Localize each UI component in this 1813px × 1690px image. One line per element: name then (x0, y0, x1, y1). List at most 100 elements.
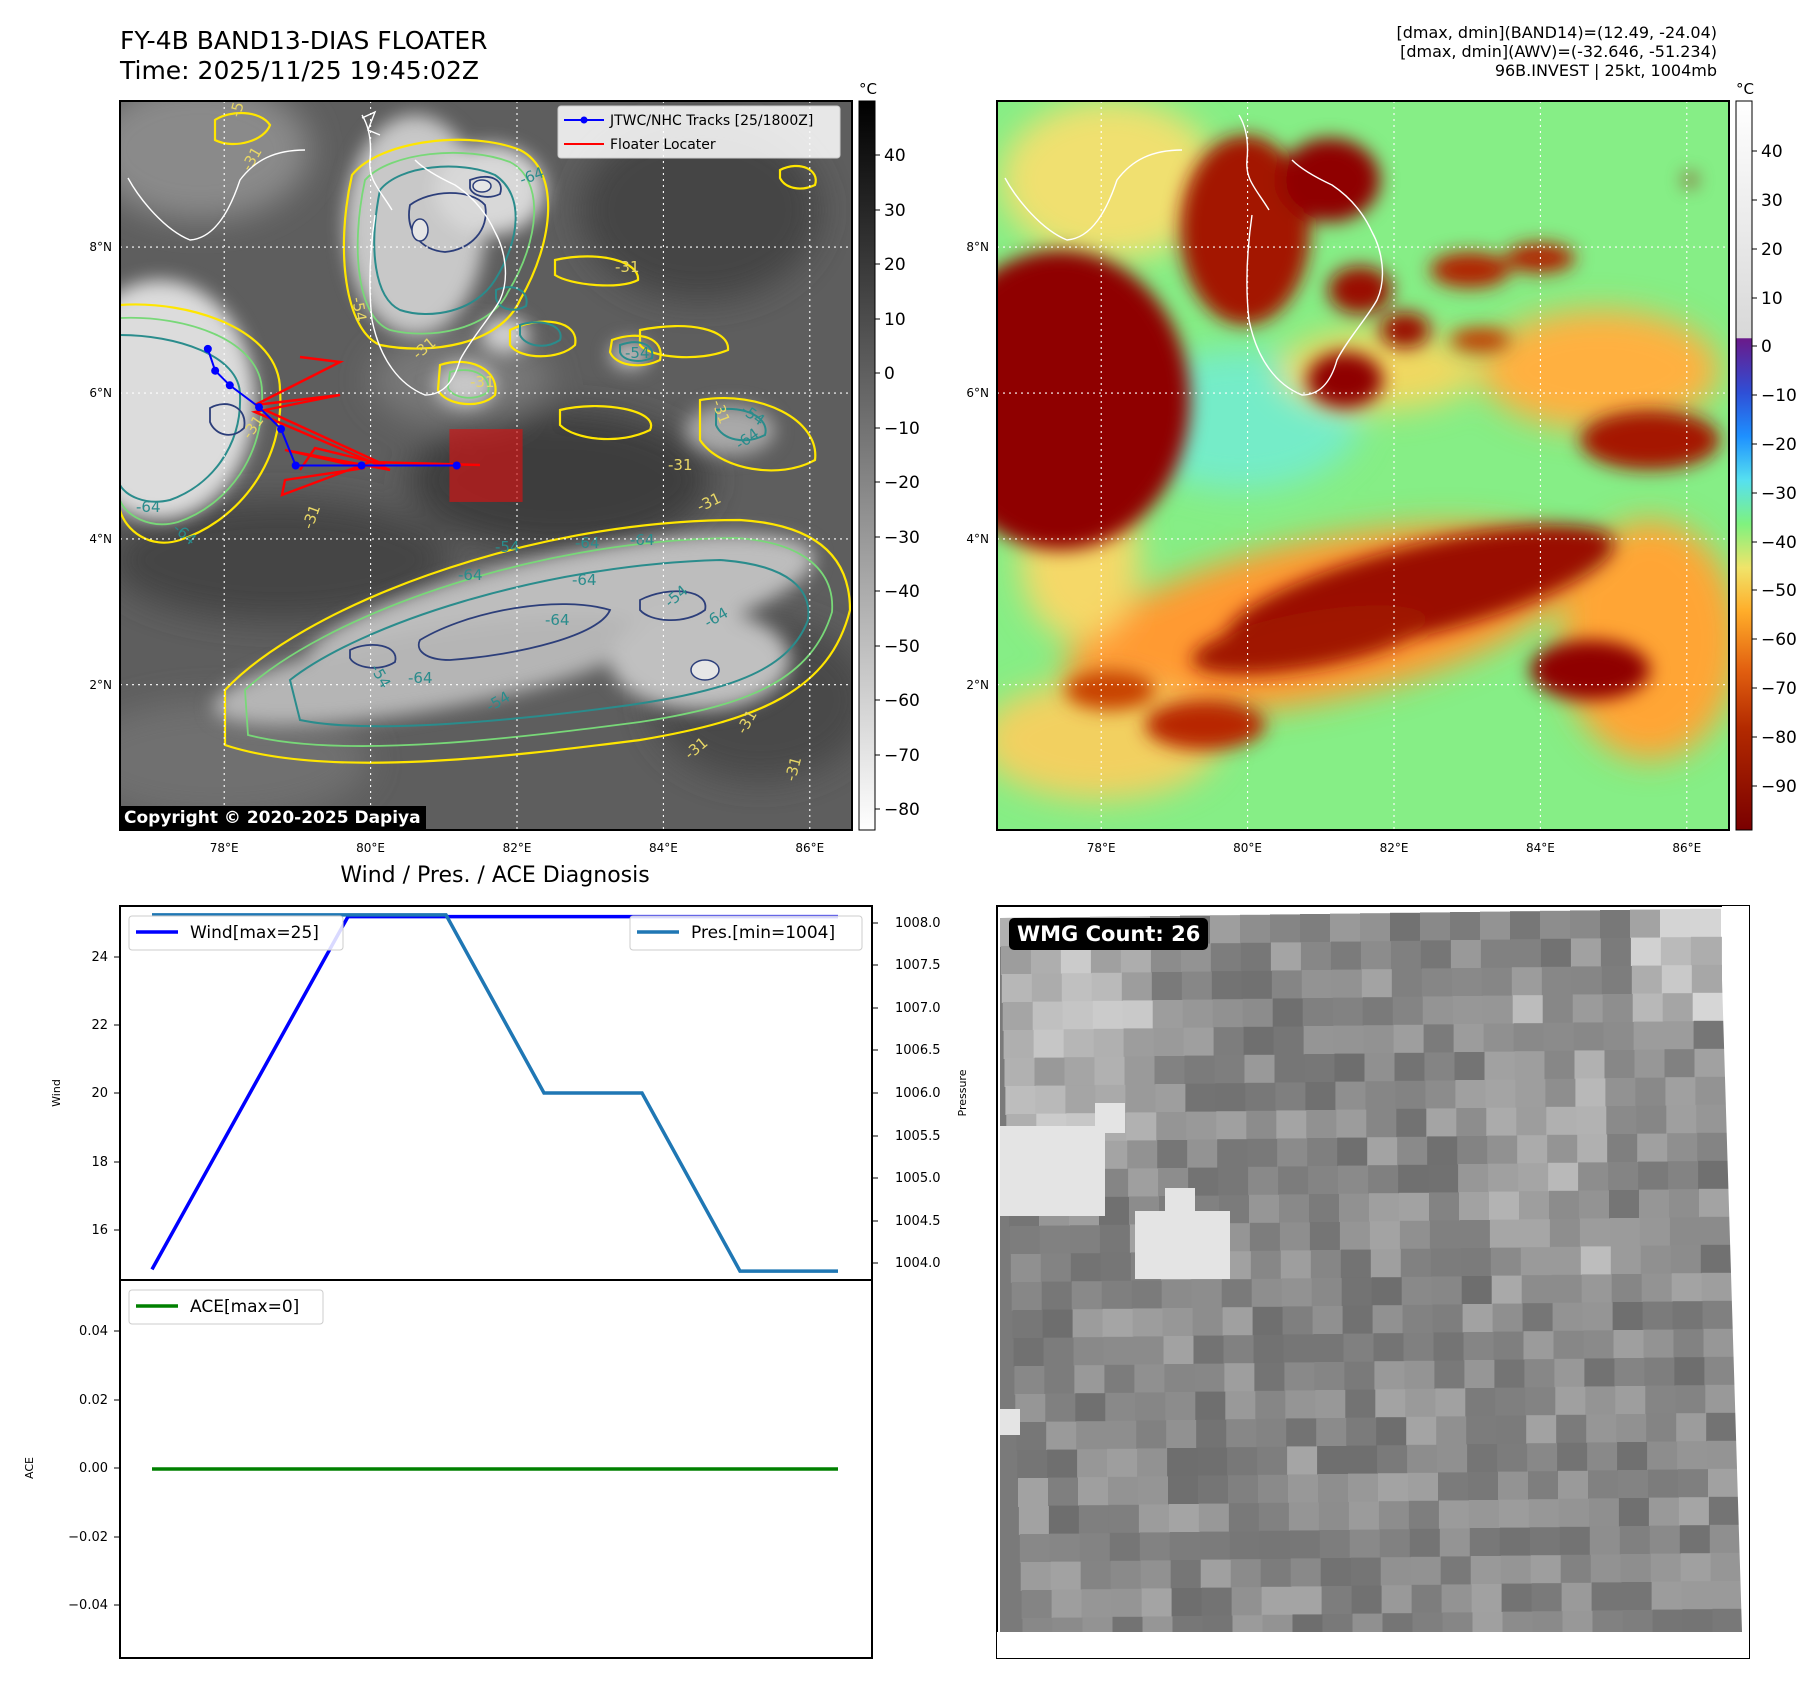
wmg-cell (1498, 1499, 1530, 1529)
wmg-cell (1403, 1332, 1435, 1362)
wmg-cell (1644, 1357, 1676, 1387)
wmg-cell (1466, 1416, 1498, 1445)
pressure-series-line (152, 913, 838, 1273)
wmg-cell (1669, 1189, 1700, 1219)
wmg-bright-cell (1000, 1409, 1020, 1435)
wmg-cell (1365, 1081, 1397, 1111)
wmg-cell (1645, 1385, 1677, 1415)
wmg-cell (1390, 912, 1421, 942)
wmg-cell (1470, 1556, 1502, 1585)
wmg-cell (1701, 1272, 1733, 1302)
floater-locater (250, 355, 523, 502)
wmg-cell (1289, 1530, 1321, 1560)
wmg-cell (1185, 1083, 1217, 1113)
wmg-cell (1465, 1388, 1497, 1417)
svg-text:-64: -64 (408, 669, 433, 687)
awv-cbar-tick: 40 (1761, 142, 1783, 162)
wmg-cell (1546, 1106, 1578, 1136)
wmg-cell (1165, 1392, 1197, 1421)
wmg-cell (1139, 1532, 1171, 1562)
wmg-cell (1017, 1450, 1049, 1479)
wmg-cell (1330, 941, 1362, 971)
band13-colorbar: °C 40 30 20 10 0 −10 −20 −30 −40 −50 (858, 80, 920, 831)
wmg-cell (1705, 1384, 1737, 1414)
wmg-cell (1541, 966, 1573, 996)
wmg-cell (1194, 1363, 1226, 1393)
wmg-cell (1221, 1279, 1253, 1309)
wmg-cell (1528, 1471, 1559, 1501)
wmg-cell (1018, 1478, 1049, 1507)
wmg-cell (1249, 1194, 1280, 1224)
awv-ytick: 4°N (966, 532, 989, 546)
wmg-cell (1676, 1413, 1708, 1443)
awv-cbar-tick: 30 (1761, 191, 1783, 211)
wmg-cell (1664, 1049, 1696, 1079)
awv-panel: 78°E 80°E 82°E 84°E 86°E 8°N 6°N 4°N 2°N… (966, 80, 1797, 855)
wind-axis-label: Wind (50, 1079, 63, 1107)
wmg-cell (1255, 1390, 1287, 1420)
track-point-marker (452, 461, 461, 470)
wmg-cell (1561, 1582, 1593, 1612)
wmg-cell (1554, 1358, 1586, 1388)
wmg-cell (1256, 1418, 1288, 1448)
wmg-cell (1104, 1364, 1136, 1394)
wmg-cell (1496, 1415, 1528, 1445)
awv-cbar-tick: −70 (1761, 679, 1797, 699)
wmg-cell (1528, 1499, 1560, 1529)
band13-colorbar-ramp (858, 100, 876, 831)
wmg-cell (1648, 1469, 1679, 1499)
wmg-cell (1612, 1302, 1644, 1331)
wmg-cell (1606, 1106, 1638, 1135)
wmg-cell (1348, 1501, 1380, 1531)
wmg-cell (1490, 1247, 1522, 1277)
wmg-cell (1608, 1162, 1640, 1191)
wmg-cell (1361, 969, 1393, 999)
wmg-cell (1048, 1477, 1079, 1507)
wmg-cell (1553, 1330, 1585, 1360)
band13-colorbar-unit: °C (859, 80, 877, 98)
band13-xtick: 78°E (210, 841, 239, 855)
band13-cbar-tick: −70 (884, 746, 920, 766)
wmg-cell (1167, 1448, 1199, 1477)
wmg-cell (1243, 1026, 1275, 1056)
wmg-cell (1000, 946, 1032, 975)
wmg-cell (1540, 938, 1572, 968)
wmg-cell (1201, 1587, 1233, 1617)
svg-text:-54: -54 (495, 538, 520, 556)
wmg-cell (1641, 1273, 1673, 1303)
wmg-cell (1495, 1387, 1527, 1417)
awv-xtick: 86°E (1672, 841, 1701, 855)
wmg-cell (1556, 1414, 1588, 1444)
wmg-cell (1604, 1050, 1636, 1079)
wmg-cell (1336, 1109, 1368, 1139)
wmg-cell (1171, 1588, 1203, 1617)
wmg-cell (1459, 1220, 1491, 1249)
wmg-cell (1373, 1333, 1405, 1363)
track-point-marker (277, 425, 286, 434)
wmg-cell (1467, 1444, 1499, 1473)
wmg-cell (1542, 994, 1574, 1024)
wmg-cell (1692, 992, 1724, 1022)
pressure-ytick: 1006.5 (895, 1043, 941, 1058)
wmg-panel (996, 905, 1750, 1659)
wmg-cell (1342, 1305, 1374, 1335)
wmg-cell (1163, 1336, 1195, 1365)
wmg-cell (1396, 1108, 1428, 1138)
awv-colorbar-ramp (1735, 100, 1753, 831)
wmg-cell (1363, 1025, 1395, 1055)
wmg-cell (1198, 1503, 1230, 1533)
wmg-cell (1600, 910, 1631, 939)
wmg-cell (1436, 1416, 1468, 1446)
wmg-cell (1340, 1249, 1372, 1279)
wmg-cell (1030, 945, 1062, 975)
band13-cbar-tick: −60 (884, 691, 920, 711)
band13-cbar-tick: 0 (884, 364, 895, 384)
wmg-cell (1531, 1583, 1563, 1613)
awv-cbar-tick: 20 (1761, 240, 1783, 260)
wmg-cell (1122, 1000, 1154, 1030)
wmg-cell (1711, 1580, 1743, 1610)
band13-xtick: 84°E (649, 841, 678, 855)
wmg-cell (1141, 1588, 1173, 1618)
wmg-cell (1051, 1589, 1083, 1619)
track-point-marker (211, 366, 220, 375)
